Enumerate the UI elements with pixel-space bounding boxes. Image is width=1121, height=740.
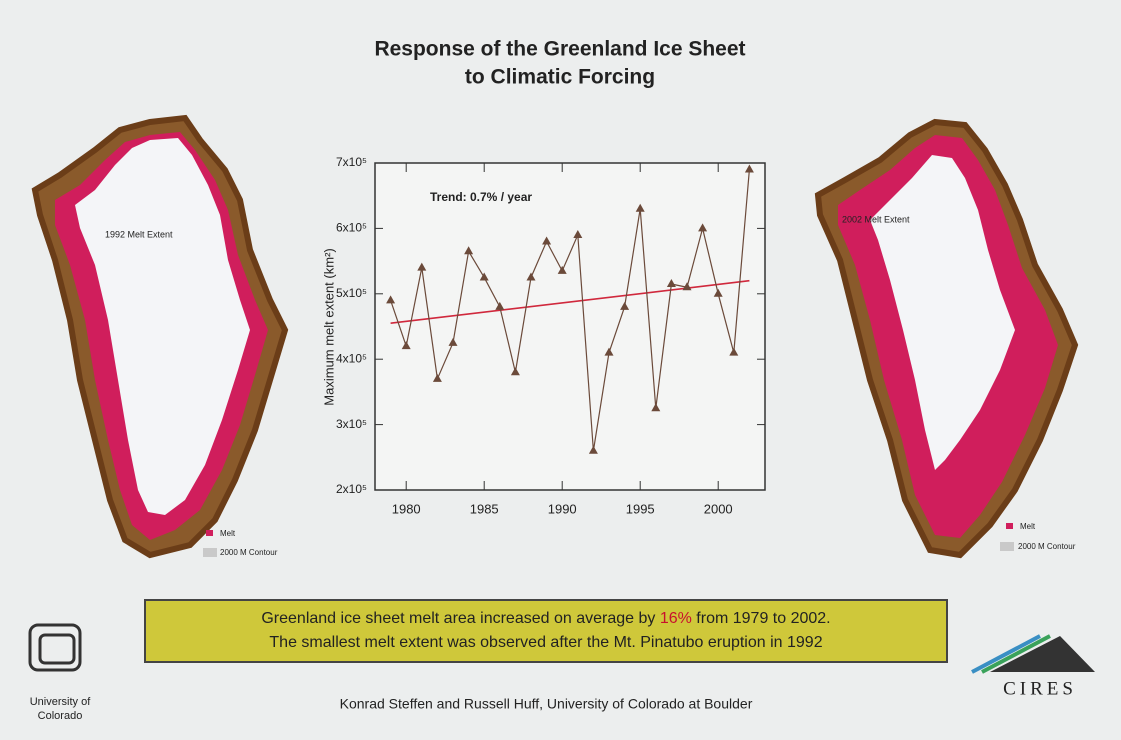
map-label: 2002 Melt Extent [842, 214, 910, 224]
legend-label: Melt [220, 529, 236, 538]
title-line: to Climatic Forcing [465, 66, 655, 89]
x-tick-label: 2000 [704, 501, 733, 516]
x-tick-label: 1995 [626, 501, 655, 516]
legend-swatch [1006, 523, 1013, 529]
page: Response of the Greenland Ice Sheet to C… [0, 0, 1121, 740]
slide: Response of the Greenland Ice Sheet to C… [0, 0, 1121, 740]
legend-swatch [206, 530, 213, 536]
y-tick-label: 5x10⁵ [336, 286, 367, 300]
credit: Konrad Steffen and Russell Huff, Univers… [340, 696, 753, 712]
y-tick-label: 4x10⁵ [336, 351, 367, 365]
summary-line: The smallest melt extent was observed af… [269, 634, 822, 651]
y-tick-label: 6x10⁵ [336, 221, 367, 235]
logo-text: University of [30, 696, 91, 708]
summary-text: from 1979 to 2002. [692, 610, 831, 627]
y-tick-label: 2x10⁵ [336, 482, 367, 496]
legend-label: Melt [1020, 522, 1036, 531]
x-tick-label: 1980 [392, 501, 421, 516]
map-label: 1992 Melt Extent [105, 229, 173, 239]
logo-text: Colorado [38, 710, 83, 722]
x-tick-label: 1985 [470, 501, 499, 516]
annotation: Trend: 0.7% / year [430, 190, 532, 204]
summary-line: Greenland ice sheet melt area increased … [261, 610, 830, 627]
legend-label: 2000 M Contour [1018, 542, 1076, 551]
summary-text: Greenland ice sheet melt area increased … [261, 610, 659, 627]
y-tick-label: 3x10⁵ [336, 417, 367, 431]
logo-text: CIRES [1003, 678, 1077, 699]
title-line: Response of the Greenland Ice Sheet [374, 38, 745, 61]
y-axis-label: Maximum melt extent (km²) [321, 248, 336, 405]
legend-swatch [1000, 542, 1014, 551]
legend-label: 2000 M Contour [220, 548, 278, 557]
x-tick-label: 1990 [548, 501, 577, 516]
legend-swatch [203, 548, 217, 557]
plot-frame [375, 163, 765, 490]
summary-highlight: 16% [660, 610, 692, 627]
y-tick-label: 7x10⁵ [336, 155, 367, 169]
